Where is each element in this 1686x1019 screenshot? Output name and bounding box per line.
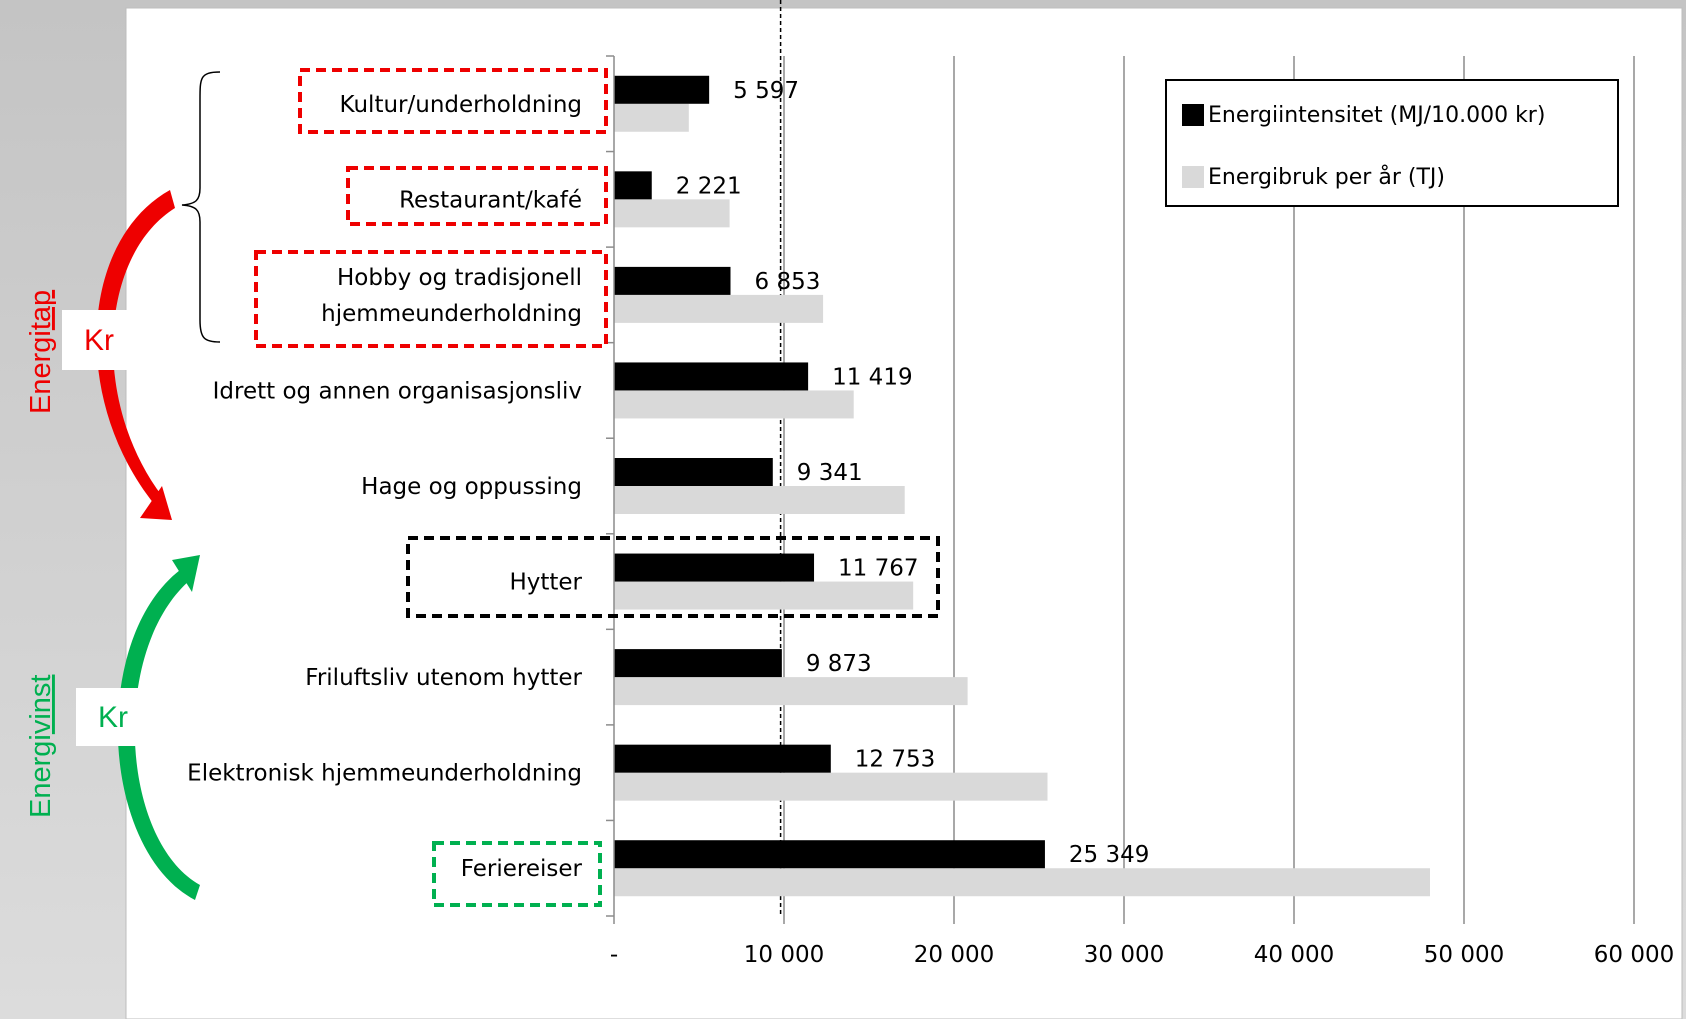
- kr-box-top: [62, 310, 136, 370]
- red-highlight-box: [254, 250, 608, 348]
- category-label: hjemmeunderholdning: [321, 301, 582, 327]
- highlight-boxes: [254, 68, 940, 907]
- bar-intensity: [614, 553, 815, 582]
- data-label: 6 853: [755, 269, 821, 295]
- data-label: 2 221: [676, 173, 742, 199]
- x-tick-label: 10 000: [744, 942, 824, 968]
- bars: [614, 75, 1430, 897]
- bar-intensity: [614, 75, 710, 104]
- data-label: 5 597: [733, 78, 799, 104]
- x-tick-label: -: [610, 942, 618, 968]
- data-label: 25 349: [1069, 842, 1149, 868]
- bar-intensity: [614, 266, 731, 295]
- x-tick-label: 60 000: [1594, 942, 1674, 968]
- red-arrow-shaft: [96, 190, 175, 505]
- bar-usage: [614, 772, 1048, 801]
- category-label: Restaurant/kafé: [399, 187, 582, 213]
- category-label: Hytter: [509, 570, 582, 596]
- data-label: 9 341: [797, 460, 863, 486]
- green-arrowhead-icon: [172, 555, 200, 592]
- bar-intensity: [614, 171, 652, 200]
- bar-intensity: [614, 362, 809, 391]
- green-highlight-box: [432, 841, 602, 907]
- x-tick-label: 50 000: [1424, 942, 1504, 968]
- data-labels: 5 597 2 221 6 853 11 419 9 341 11 767 9 873 12 …: [676, 78, 1150, 868]
- data-label: 11 767: [838, 556, 918, 582]
- red-highlight-box: [298, 68, 608, 134]
- category-label: Feriereiser: [461, 856, 583, 882]
- energy-gain-label: Energivinst: [25, 675, 57, 818]
- bar-usage: [614, 581, 914, 610]
- x-tick-label: 30 000: [1084, 942, 1164, 968]
- category-label: Elektronisk hjemmeunderholdning: [187, 761, 582, 787]
- red-arrowhead-icon: [140, 486, 172, 520]
- red-highlight-box: [346, 166, 608, 226]
- data-label: 9 873: [806, 651, 872, 677]
- kr-box-bottom: [76, 688, 150, 746]
- bar-intensity: [614, 458, 773, 486]
- legend: Energiintensitet (MJ/10.000 kr) Energibr…: [1165, 79, 1619, 207]
- category-label: Kultur/underholdning: [340, 92, 582, 118]
- bar-usage: [614, 294, 824, 323]
- bar-intensity: [614, 744, 831, 773]
- category-label: Idrett og annen organisasjonsliv: [213, 378, 582, 404]
- category-label: Hobby og tradisjonell: [337, 265, 582, 291]
- x-tick-label: 20 000: [914, 942, 994, 968]
- black-highlight-box: [406, 536, 940, 618]
- bar-usage: [614, 103, 689, 132]
- green-arrow-shaft: [117, 570, 200, 900]
- x-tick-label: 40 000: [1254, 942, 1334, 968]
- kr-label-bottom: Kr: [98, 701, 128, 734]
- data-label: 12 753: [855, 747, 935, 773]
- legend-swatch-usage: [1182, 166, 1204, 188]
- bar-usage: [614, 677, 968, 706]
- bar-intensity: [614, 840, 1045, 869]
- legend-box: [1165, 79, 1619, 207]
- left-annotations: Energitap Energivinst Kr Kr: [25, 71, 221, 900]
- energy-loss-label: Energitap: [25, 290, 57, 414]
- legend-label-usage: Energibruk per år (TJ): [1208, 164, 1445, 190]
- bar-usage: [614, 868, 1430, 897]
- data-label: 11 419: [832, 364, 912, 390]
- category-label: Hage og oppussing: [361, 474, 582, 500]
- category-label: Friluftsliv utenom hytter: [305, 665, 582, 691]
- kr-label-top: Kr: [84, 324, 114, 357]
- bar-usage: [614, 390, 854, 419]
- legend-label-intensity: Energiintensitet (MJ/10.000 kr): [1208, 103, 1545, 128]
- bar-usage: [614, 486, 905, 514]
- bar-usage: [614, 199, 730, 228]
- bar-intensity: [614, 649, 782, 678]
- group-brace: [181, 71, 221, 343]
- category-labels: Kultur/underholdning Restaurant/kafé Hobby…: [187, 92, 582, 882]
- legend-swatch-intensity: [1182, 104, 1204, 126]
- axis: - 10 000 20 000 30 000 40 000 50 000 60 000: [606, 55, 1674, 968]
